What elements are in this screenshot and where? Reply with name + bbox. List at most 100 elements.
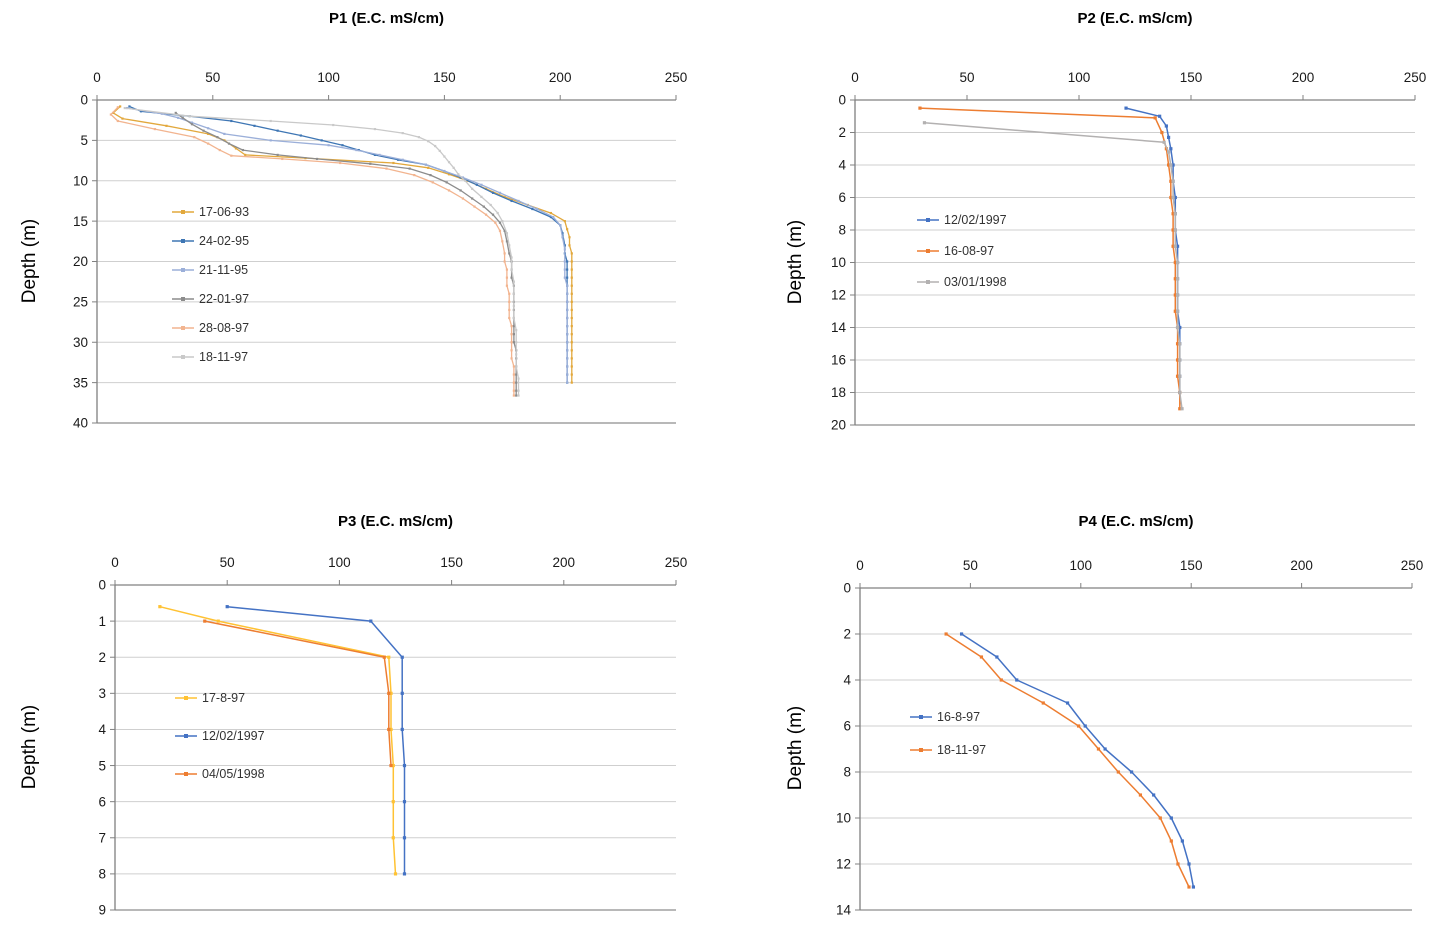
series-marker — [1153, 116, 1157, 120]
series-marker — [566, 292, 569, 295]
legend-item-21-11-95: 21-11-95 — [172, 263, 249, 277]
legend-swatch-icon — [917, 279, 939, 284]
series-marker — [1152, 793, 1156, 797]
y-tick-label: 20 — [831, 418, 846, 433]
legend-label: 17-06-93 — [199, 204, 250, 219]
series-marker — [515, 394, 518, 397]
y-tick-label: 6 — [838, 190, 846, 205]
y-tick-label: 10 — [836, 811, 851, 826]
series-marker — [563, 244, 566, 247]
y-tick-label: 18 — [831, 385, 846, 400]
chart-p1-title: P1 (E.C. mS/cm) — [328, 10, 445, 27]
series-marker — [216, 136, 219, 139]
series-marker — [1175, 309, 1180, 313]
x-tick-label: 200 — [549, 70, 572, 85]
series-marker — [517, 199, 520, 203]
y-tick-label: 5 — [80, 133, 88, 148]
series-marker — [1175, 260, 1180, 265]
series-marker — [389, 691, 393, 695]
series-marker — [510, 256, 513, 259]
y-tick-label: 25 — [73, 295, 88, 310]
series-marker — [227, 142, 231, 145]
series-marker — [505, 240, 509, 243]
x-tick-label: 250 — [665, 70, 688, 85]
series-marker — [570, 365, 573, 368]
series-marker — [505, 284, 509, 287]
series-marker — [566, 260, 569, 263]
series-marker — [515, 365, 518, 368]
series-marker — [570, 333, 573, 336]
series-marker — [385, 167, 388, 170]
series-marker — [1187, 885, 1191, 889]
series-marker — [447, 161, 451, 164]
y-tick-label: 1 — [98, 614, 106, 629]
series-marker — [1171, 212, 1175, 216]
series-marker — [515, 329, 518, 332]
series-marker — [512, 365, 515, 368]
series-marker — [563, 220, 566, 223]
legend-swatch-icon — [172, 325, 194, 330]
x-tick-label: 50 — [963, 558, 978, 573]
series-marker — [1103, 747, 1107, 751]
series-marker — [508, 308, 511, 312]
series-marker — [566, 325, 569, 328]
series-marker — [496, 211, 499, 215]
series-marker — [491, 213, 495, 216]
legend-swatch-icon — [172, 296, 194, 301]
series-marker — [447, 189, 451, 192]
series-marker — [512, 389, 515, 392]
series-marker — [241, 148, 245, 152]
y-tick-label: 12 — [836, 857, 851, 872]
series-marker — [512, 373, 515, 376]
series-marker — [174, 111, 177, 115]
series-marker — [563, 276, 566, 279]
y-tick-label: 8 — [98, 867, 106, 882]
series-marker — [512, 381, 515, 384]
legend-label: 18-11-97 — [199, 349, 249, 364]
series-marker — [139, 110, 143, 113]
chart-plot-svg-2: 0 50 100 150 200 250 0 1 2 3 4 5 6 7 8 9 — [98, 555, 687, 918]
series-marker — [510, 268, 513, 271]
series-marker — [457, 173, 460, 176]
legend-item-17-8-97: 17-8-97 — [175, 691, 265, 705]
series-marker — [434, 144, 437, 148]
series-marker — [552, 215, 555, 219]
legend-swatch-icon — [910, 714, 932, 719]
series-marker — [1175, 342, 1180, 346]
series-marker — [216, 619, 220, 623]
series-marker — [1158, 114, 1162, 118]
series-marker — [1169, 163, 1173, 167]
series-marker — [566, 373, 569, 376]
series-marker — [400, 691, 404, 695]
chart-plot-svg-1: 0 50 100 150 200 250 0 2 4 6 8 10 12 14 16 18 20 — [831, 70, 1426, 433]
series-marker — [510, 276, 513, 279]
chart-p4: P4 (E.C. mS/cm) Depth (m) 0 50 100 150 200 25… — [752, 495, 1452, 947]
series-marker — [498, 229, 502, 232]
series-marker — [1129, 770, 1134, 774]
series-marker — [471, 187, 474, 190]
series-marker — [510, 333, 513, 336]
series-marker — [447, 173, 451, 176]
series-marker — [203, 619, 207, 623]
x-tick-label: 150 — [433, 70, 456, 85]
y-tick-label: 35 — [73, 375, 88, 390]
series-marker — [1175, 374, 1180, 378]
series-marker — [494, 221, 497, 224]
series-marker — [1076, 724, 1081, 728]
series-marker — [475, 183, 478, 186]
series-marker — [517, 377, 520, 380]
x-tick-label: 100 — [317, 70, 340, 85]
legend-label: 24-02-95 — [199, 233, 250, 248]
legend-item-04/05/1998: 04/05/1998 — [175, 767, 265, 781]
series-marker — [563, 268, 566, 271]
series-marker — [566, 308, 569, 312]
y-tick-label: 4 — [843, 673, 851, 688]
series-marker — [512, 394, 515, 397]
series-marker — [402, 763, 407, 768]
series-marker — [1138, 793, 1143, 797]
series-marker — [269, 119, 272, 123]
series-marker — [332, 123, 335, 127]
series-marker — [510, 325, 513, 328]
series-marker — [570, 308, 573, 312]
series-marker — [517, 389, 520, 392]
